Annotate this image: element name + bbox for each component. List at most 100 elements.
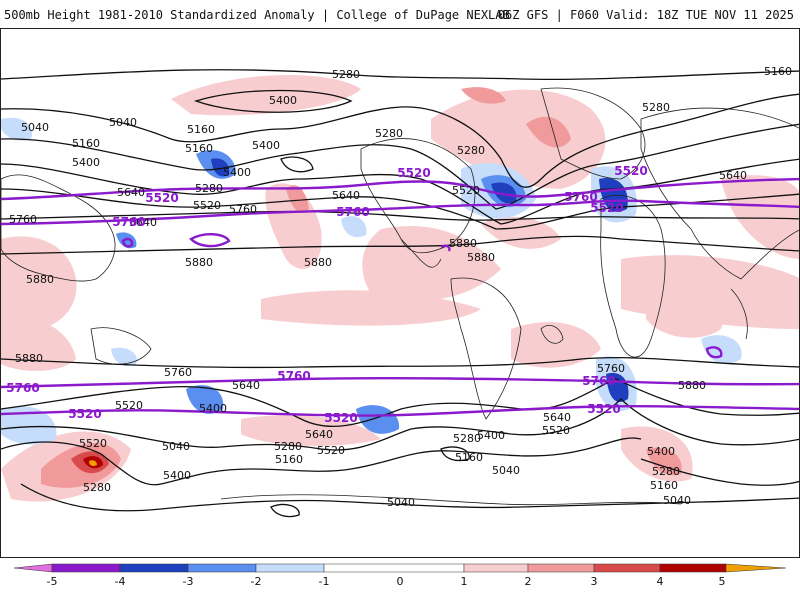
contour-label: 5640 bbox=[305, 428, 333, 441]
contour-label: 5760 bbox=[597, 362, 625, 375]
colorbar-segment bbox=[463, 563, 529, 573]
contour-label-5520: 5520 bbox=[614, 164, 647, 178]
colorbar-segment bbox=[725, 563, 787, 573]
contour-label: 5280 bbox=[274, 440, 302, 453]
header-bar: 500mb Height 1981-2010 Standardized Anom… bbox=[0, 0, 800, 28]
contour-label: 5880 bbox=[467, 251, 495, 264]
contour-label: 5640 bbox=[332, 189, 360, 202]
colorbar-segment bbox=[323, 563, 465, 573]
contour-label-5760: 5760 bbox=[6, 381, 39, 395]
contour-label: 5040 bbox=[109, 116, 137, 129]
contour-label-5760: 5760 bbox=[582, 374, 615, 388]
contour-label: 5400 bbox=[163, 469, 191, 482]
contour-label: 5400 bbox=[199, 402, 227, 415]
colorbar-segment bbox=[119, 563, 189, 573]
contour-label: 5400 bbox=[72, 156, 100, 169]
contour-label-5520: 5520 bbox=[397, 166, 430, 180]
colorbar-tick: 0 bbox=[396, 575, 404, 588]
contour-label-5520: 5520 bbox=[68, 407, 101, 421]
contour-label: 5280 bbox=[375, 127, 403, 140]
colorbar-tick: 2 bbox=[524, 575, 532, 588]
key-contour-labels: 5520 5760 5760 5520 5760 5520 5760 5520 … bbox=[6, 164, 647, 425]
colorbar-tick: 3 bbox=[590, 575, 598, 588]
colorbar-segment bbox=[187, 563, 257, 573]
contour-label: 5880 bbox=[678, 379, 706, 392]
contour-label: 5160 bbox=[455, 451, 483, 464]
contour-label: 5520 bbox=[317, 444, 345, 457]
contour-label: 5760 bbox=[9, 213, 37, 226]
contour-label: 5280 bbox=[195, 182, 223, 195]
contour-label: 5400 bbox=[647, 445, 675, 458]
contour-label: 5880 bbox=[304, 256, 332, 269]
contour-label: 5280 bbox=[83, 481, 111, 494]
colorbar-tick: -3 bbox=[182, 575, 194, 588]
contour-label: 5280 bbox=[457, 144, 485, 157]
contour-label: 5040 bbox=[21, 121, 49, 134]
coastlines bbox=[1, 87, 799, 506]
contour-label: 5640 bbox=[719, 169, 747, 182]
colorbar-tick: -2 bbox=[250, 575, 262, 588]
contour-label: 5400 bbox=[269, 94, 297, 107]
colorbar-segment bbox=[13, 563, 53, 573]
colorbar-tick: -5 bbox=[46, 575, 58, 588]
contour-label-5760: 5760 bbox=[564, 190, 597, 204]
colorbar-svg bbox=[13, 563, 787, 573]
run-info: 06Z GFS | F060 Valid: 18Z TUE NOV 11 202… bbox=[497, 8, 794, 22]
contour-label: 5280 bbox=[453, 432, 481, 445]
contour-label: 5160 bbox=[185, 142, 213, 155]
contour-label: 5040 bbox=[162, 440, 190, 453]
contour-label: 5400 bbox=[252, 139, 280, 152]
contour-label-5520: 5520 bbox=[145, 191, 178, 205]
contour-label: 5640 bbox=[117, 186, 145, 199]
contour-label: 5520 bbox=[452, 184, 480, 197]
contour-labels: 5280 5160 5400 5040 5280 5160 5400 5280 … bbox=[9, 65, 792, 509]
contour-label: 5520 bbox=[79, 437, 107, 450]
contour-label: 5880 bbox=[26, 273, 54, 286]
colorbar-segment bbox=[593, 563, 661, 573]
colorbar-tick: 5 bbox=[718, 575, 726, 588]
contour-label: 5160 bbox=[72, 137, 100, 150]
contour-label-5520: 5520 bbox=[324, 411, 357, 425]
contour-label: 5280 bbox=[642, 101, 670, 114]
colorbar-segment bbox=[51, 563, 121, 573]
contour-label-5760: 5760 bbox=[277, 369, 310, 383]
colorbar: -5 -4 -3 -2 -1 0 1 2 3 4 5 bbox=[0, 558, 800, 600]
contour-label-5520: 5520 bbox=[587, 402, 620, 416]
colorbar-segment bbox=[659, 563, 727, 573]
contour-label: 5280 bbox=[332, 68, 360, 81]
map-svg: 5280 5160 5400 5040 5280 5160 5400 5280 … bbox=[1, 29, 799, 557]
contour-label: 5760 bbox=[229, 203, 257, 216]
contour-label: 5880 bbox=[15, 352, 43, 365]
contour-label: 5160 bbox=[275, 453, 303, 466]
anomaly-fills bbox=[1, 75, 799, 502]
colorbar-segment bbox=[527, 563, 595, 573]
contour-label: 5640 bbox=[232, 379, 260, 392]
contour-label: 5160 bbox=[764, 65, 792, 78]
contour-label-5760: 5760 bbox=[336, 205, 369, 219]
contour-label: 5760 bbox=[164, 366, 192, 379]
colorbar-tick: 1 bbox=[460, 575, 468, 588]
contour-label: 5400 bbox=[223, 166, 251, 179]
colorbar-tick: 4 bbox=[656, 575, 664, 588]
contour-label: 5880 bbox=[185, 256, 213, 269]
key-contours bbox=[1, 177, 799, 417]
contour-label: 5880 bbox=[449, 237, 477, 250]
contour-label: 5280 bbox=[652, 465, 680, 478]
contour-label: 5040 bbox=[492, 464, 520, 477]
contour-label-5760: 5760 bbox=[112, 215, 145, 229]
contour-label: 5640 bbox=[543, 411, 571, 424]
colorbar-segment bbox=[255, 563, 325, 573]
contour-label: 5040 bbox=[663, 494, 691, 507]
map-title: 500mb Height 1981-2010 Standardized Anom… bbox=[4, 8, 510, 22]
contour-label: 5520 bbox=[542, 424, 570, 437]
contour-label: 5160 bbox=[650, 479, 678, 492]
contour-label: 5040 bbox=[387, 496, 415, 509]
contour-label: 5400 bbox=[477, 429, 505, 442]
contour-label: 5520 bbox=[115, 399, 143, 412]
contour-label: 5640 bbox=[129, 216, 157, 229]
contour-label: 5160 bbox=[187, 123, 215, 136]
contour-label: 5520 bbox=[193, 199, 221, 212]
height-contours bbox=[1, 69, 799, 518]
colorbar-tick: -4 bbox=[114, 575, 126, 588]
map-panel: 5280 5160 5400 5040 5280 5160 5400 5280 … bbox=[0, 28, 800, 558]
